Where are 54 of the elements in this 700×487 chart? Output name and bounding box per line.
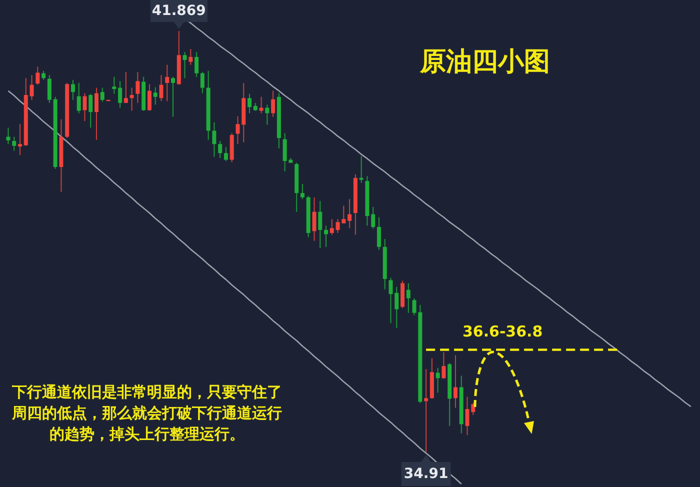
candlestick [406,282,410,314]
annotation: 下行通道依旧是非常明显的，只要守住了周四的低点，那么就会打破下行通道运行的趋势，掉头上行整理运行。 [11,383,282,443]
candlestick [18,124,22,156]
text: 原油四小图 [419,47,550,77]
annotation: 41.869 [152,2,206,19]
candlestick [188,48,193,66]
candlestick [30,74,34,100]
candlestick [76,82,81,114]
candlestick [47,74,52,104]
candlestick [212,122,216,158]
candlestick [442,352,446,380]
candlestick [224,146,228,162]
candlestick [348,198,352,229]
candlestick [400,280,405,308]
candlestick [265,104,270,126]
candlestick [36,66,40,86]
candlestick [259,96,264,114]
candlestick [330,218,334,236]
candlestick [318,200,322,249]
candlestick [94,87,99,140]
candlestick [6,127,10,145]
candlestick [324,225,328,248]
candlestick [153,86,158,106]
candlestick [271,90,276,118]
candlestick [82,92,87,122]
candlestick [424,368,428,452]
candlestick [147,84,152,112]
candlestick [42,70,46,80]
annotation: 34.91 [404,466,448,482]
candlestick [165,64,170,102]
candlestick [159,74,164,102]
candlestick [194,52,199,78]
candlestick [182,52,187,79]
series-label: 36.6-36.8 [462,322,543,341]
candlestick [118,80,122,108]
candlestick [376,216,381,250]
candlestick [171,76,176,118]
candlestick [12,136,16,152]
candlestick [112,76,116,94]
candlestick [453,354,458,408]
candlestick [236,116,240,145]
candlestick [371,206,376,230]
candlestick [300,183,304,200]
candlestick [130,87,134,112]
candlestick [312,196,316,242]
candlestick [88,93,93,128]
candlestick [100,87,104,102]
candlestick [436,367,440,394]
candlestick [200,72,204,94]
candlestick [70,79,75,100]
candlestick [136,72,140,104]
candlestick [124,72,128,104]
candlestick [248,93,252,114]
candlestick [218,140,222,158]
